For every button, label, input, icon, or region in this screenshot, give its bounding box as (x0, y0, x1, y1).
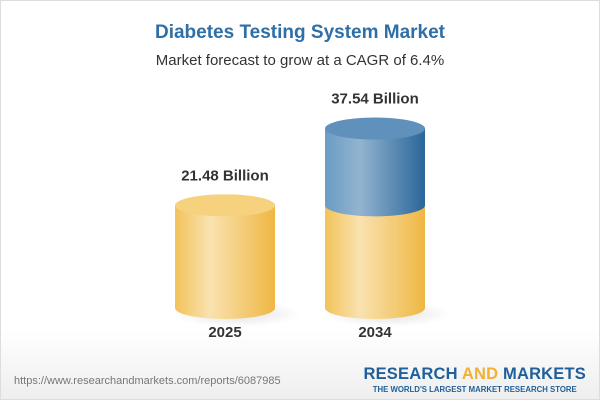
logo-text: AND (461, 365, 499, 383)
bar-2034-growth-body (325, 128, 425, 217)
logo: RESEARCH AND MARKETS THE WORLD'S LARGEST… (363, 365, 586, 394)
bar-2025-body (175, 205, 275, 319)
chart-subtitle: Market forecast to grow at a CAGR of 6.4… (155, 52, 445, 69)
chart-title: Diabetes Testing System Market (154, 22, 446, 43)
logo-text: MARKETS (498, 365, 586, 383)
data-label: 37.54 Billion (331, 91, 419, 108)
bar-2034-base-body (325, 205, 425, 319)
data-label: 21.48 Billion (181, 167, 269, 184)
logo-text: RESEARCH (363, 365, 462, 383)
category-label: 2034 (358, 324, 392, 341)
source-url[interactable]: https://www.researchandmarkets.com/repor… (14, 375, 281, 387)
bar-2025-top (175, 194, 275, 217)
bar-2034-growth-top (325, 117, 425, 140)
logo-tagline: THE WORLD'S LARGEST MARKET RESEARCH STOR… (372, 385, 577, 394)
category-label: 2025 (208, 324, 241, 341)
